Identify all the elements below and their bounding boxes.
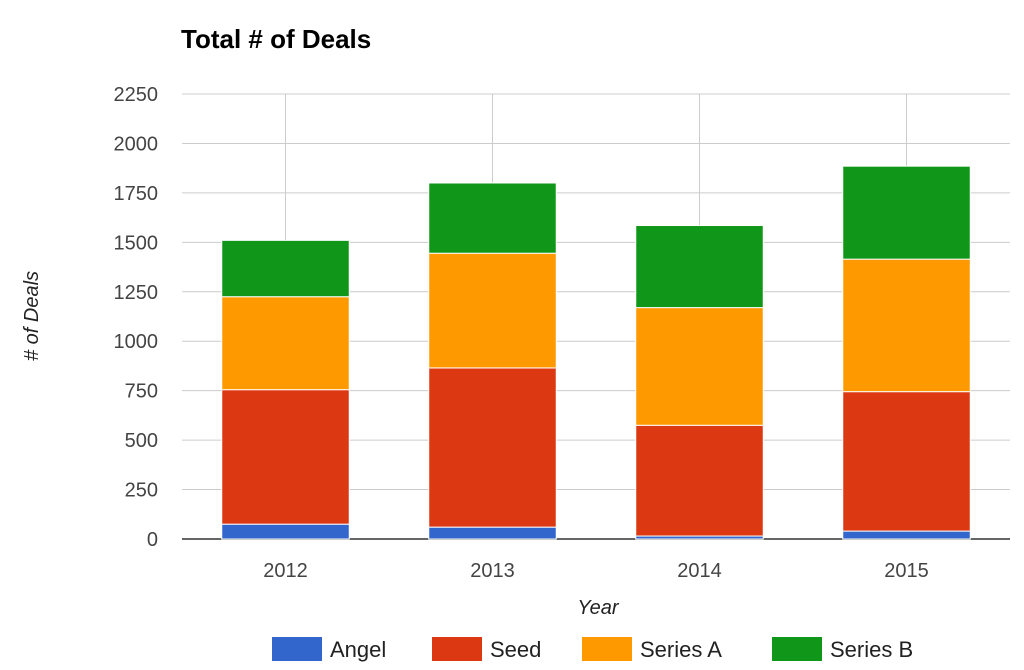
bars	[221, 165, 971, 540]
legend-label: Seed	[490, 637, 541, 662]
x-tick-label: 2014	[677, 560, 722, 582]
y-axis-ticks: 0 250 500 750 1000 1250 1500 1750 2000 2250	[114, 84, 159, 551]
chart-title: Total # of Deals	[181, 24, 371, 54]
x-tick-label: 2013	[470, 560, 515, 582]
y-tick-label: 250	[125, 480, 158, 502]
bar-segment-seed-2015	[842, 391, 971, 532]
y-tick-label: 1500	[114, 232, 159, 254]
bar-segment-series-b-2015	[842, 165, 971, 260]
bar-segment-angel-2015	[842, 530, 971, 540]
y-tick-label: 2000	[114, 133, 159, 155]
bar-segment-series-a-2015	[842, 258, 971, 393]
bar-segment-seed-2012	[221, 389, 350, 525]
legend-item-series-b: Series B	[772, 637, 913, 662]
bar-segment-angel-2013	[428, 526, 557, 540]
legend: Angel Seed Series A Series B	[272, 637, 913, 662]
bar-segment-series-a-2013	[428, 252, 557, 369]
x-axis-label: Year	[577, 597, 619, 619]
y-tick-label: 2250	[114, 84, 159, 106]
x-tick-label: 2015	[884, 560, 929, 582]
legend-swatch	[432, 637, 482, 661]
legend-swatch	[772, 637, 822, 661]
bar-segment-seed-2013	[428, 367, 557, 528]
y-tick-label: 500	[125, 430, 158, 452]
y-tick-label: 1250	[114, 282, 159, 304]
y-tick-label: 1000	[114, 331, 159, 353]
legend-swatch	[272, 637, 322, 661]
bar-segment-series-b-2014	[635, 225, 764, 309]
legend-label: Series B	[830, 637, 913, 662]
x-axis-ticks: 2012 2013 2014 2015	[263, 560, 929, 582]
bar-segment-series-a-2012	[221, 296, 350, 391]
bar-segment-series-b-2012	[221, 239, 350, 298]
bar-segment-series-b-2013	[428, 182, 557, 254]
y-tick-label: 0	[147, 529, 158, 551]
x-tick-label: 2012	[263, 560, 308, 582]
legend-item-seed: Seed	[432, 637, 541, 662]
bar-segment-series-a-2014	[635, 307, 764, 426]
legend-label: Series A	[640, 637, 722, 662]
bar-segment-seed-2014	[635, 424, 764, 537]
legend-label: Angel	[330, 637, 386, 662]
y-axis-label: # of Deals	[21, 271, 43, 361]
y-tick-label: 750	[125, 381, 158, 403]
y-tick-label: 1750	[114, 183, 159, 205]
legend-swatch	[582, 637, 632, 661]
bar-segment-angel-2012	[221, 523, 350, 540]
legend-item-series-a: Series A	[582, 637, 722, 662]
legend-item-angel: Angel	[272, 637, 386, 662]
